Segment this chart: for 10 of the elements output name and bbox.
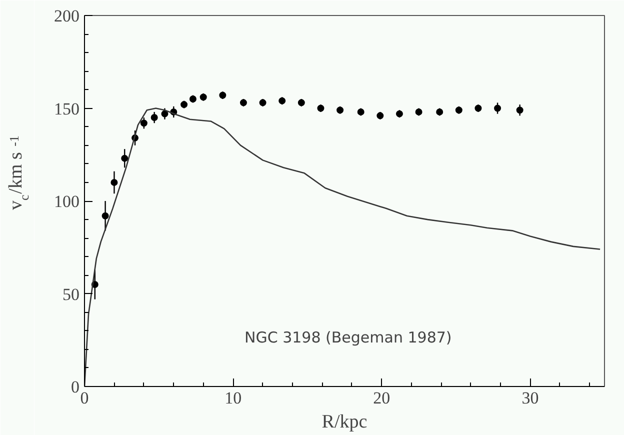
x-tick-label: 10 bbox=[224, 388, 242, 408]
y-tick-label: 200 bbox=[54, 6, 80, 26]
annotation: NGC 3198 (Begeman 1987) bbox=[244, 328, 452, 346]
y-tick-label: 50 bbox=[62, 284, 80, 304]
x-tick-label: 30 bbox=[522, 388, 539, 408]
x-tick-label: 20 bbox=[373, 388, 390, 408]
y-tick-label: 100 bbox=[54, 192, 80, 211]
x-axis-title: R/kpc bbox=[322, 412, 368, 432]
y-tick-label: 150 bbox=[54, 99, 80, 118]
y-axis-title: vc/km s-1 bbox=[6, 135, 32, 210]
